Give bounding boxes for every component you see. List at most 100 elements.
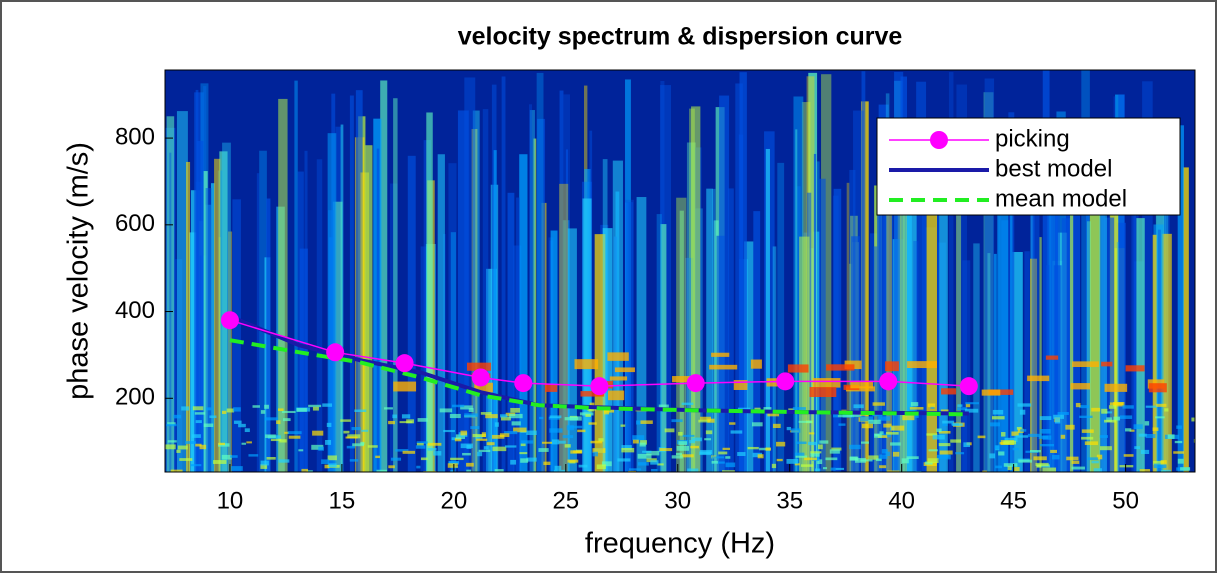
spectrum-speckle — [1007, 465, 1012, 471]
spectrum-speckle — [415, 445, 426, 449]
spectrum-speckle — [192, 406, 204, 411]
spectrum-speckle — [270, 438, 282, 442]
spectrum-speckle — [795, 455, 808, 458]
spectrum-stripe — [266, 198, 271, 472]
spectrum-speckle — [1065, 424, 1075, 430]
spectrum-speckle — [1057, 412, 1069, 415]
spectrum-speckle — [932, 434, 945, 440]
spectrum-speckle — [1122, 405, 1134, 409]
spectrum-speckle — [1180, 467, 1191, 471]
spectrum-stripe — [529, 110, 535, 472]
spectrum-stripe — [1010, 158, 1013, 472]
spectrum-speckle — [592, 448, 606, 453]
spectrum-speckle — [1104, 411, 1113, 414]
spectrum-speckle — [326, 422, 332, 427]
spectrum-ridge — [1070, 383, 1091, 390]
spectrum-speckle — [879, 431, 884, 435]
spectrum-speckle — [810, 451, 822, 454]
spectrum-speckle — [927, 403, 936, 408]
spectrum-stripe — [389, 183, 398, 472]
spectrum-stripe — [877, 212, 882, 472]
spectrum-ridge — [850, 380, 874, 389]
spectrum-ridge — [1027, 375, 1050, 382]
spectrum-stripe — [1157, 229, 1161, 472]
spectrum-speckle — [942, 423, 948, 426]
spectrum-speckle — [620, 424, 626, 427]
spectrum-stripe — [1069, 168, 1074, 472]
spectrum-stripe — [901, 179, 912, 472]
spectrum-speckle — [468, 408, 474, 413]
spectrum-stripe — [1031, 191, 1040, 472]
spectrum-stripe — [956, 84, 968, 472]
spectrum-stripe — [228, 231, 233, 472]
spectrum-speckle — [804, 457, 817, 461]
spectrum-ridge — [608, 390, 625, 401]
spectrum-ridge — [672, 376, 694, 383]
spectrum-speckle — [914, 415, 919, 418]
spectrum-speckle — [713, 461, 725, 464]
spectrum-speckle — [640, 440, 647, 445]
spectrum-speckle — [218, 442, 225, 446]
spectrum-speckle — [553, 469, 567, 472]
spectrum-speckle — [1123, 454, 1134, 457]
spectrum-speckle — [868, 455, 879, 460]
spectrum-speckle — [460, 430, 468, 436]
spectrum-speckle — [1039, 428, 1051, 434]
spectrum-speckle — [165, 444, 176, 450]
spectrum-speckle — [1173, 451, 1185, 454]
spectrum-speckle — [1129, 429, 1135, 432]
spectrum-speckle — [312, 430, 324, 436]
spectrum-speckle — [994, 445, 1000, 450]
spectrum-speckle — [1071, 460, 1080, 464]
spectrum-ridge — [1148, 383, 1167, 393]
x-axis-label: frequency (Hz) — [585, 528, 775, 560]
spectrum-speckle — [687, 468, 699, 472]
spectrum-speckle — [166, 423, 177, 427]
spectrum-stripe — [1042, 70, 1050, 472]
spectrum-speckle — [278, 459, 290, 463]
spectrum-speckle — [566, 425, 574, 431]
spectrum-speckle — [241, 442, 247, 445]
spectrum-speckle — [1153, 460, 1164, 465]
legend-label: picking — [995, 125, 1070, 152]
spectrum-speckle — [651, 468, 658, 472]
spectrum-speckle — [481, 432, 486, 438]
spectrum-speckle — [509, 413, 523, 419]
spectrum-speckle — [601, 461, 612, 467]
spectrum-speckle — [675, 452, 683, 456]
spectrum-speckle — [729, 422, 736, 425]
spectrum-stripe — [1116, 222, 1126, 472]
spectrum-ridge — [812, 378, 841, 388]
spectrum-speckle — [1093, 468, 1103, 472]
spectrum-speckle — [499, 433, 510, 437]
spectrum-speckle — [308, 404, 322, 408]
spectrum-ridge — [1101, 361, 1113, 367]
spectrum-speckle — [443, 429, 455, 433]
spectrum-speckle — [765, 447, 771, 451]
spectrum-stripe — [1116, 242, 1120, 472]
spectrum-stripe — [1099, 212, 1107, 472]
spectrum-speckle — [475, 435, 483, 440]
spectrum-speckle — [1014, 467, 1020, 472]
spectrum-speckle — [1066, 456, 1079, 461]
spectrum-stripe — [921, 215, 927, 472]
spectrum-speckle — [318, 446, 324, 451]
spectrum-stripe — [612, 160, 623, 472]
spectrum-speckle — [1018, 459, 1033, 463]
spectrum-speckle — [521, 440, 534, 444]
spectrum-speckle — [940, 409, 949, 413]
spectrum-stripe — [956, 150, 962, 472]
spectrum-speckle — [504, 445, 517, 448]
spectrum-speckle — [327, 455, 337, 461]
data-point — [326, 343, 345, 362]
spectrum-speckle — [343, 430, 350, 434]
spectrum-speckle — [771, 463, 777, 469]
spectrum-speckle — [367, 445, 378, 448]
spectrum-speckle — [395, 449, 409, 452]
spectrum-stripe — [625, 199, 634, 472]
spectrum-stripe — [1136, 218, 1145, 472]
spectrum-speckle — [233, 407, 241, 412]
spectrum-speckle — [751, 422, 763, 427]
spectrum-speckle — [328, 463, 337, 468]
spectrum-stripe — [565, 149, 569, 472]
